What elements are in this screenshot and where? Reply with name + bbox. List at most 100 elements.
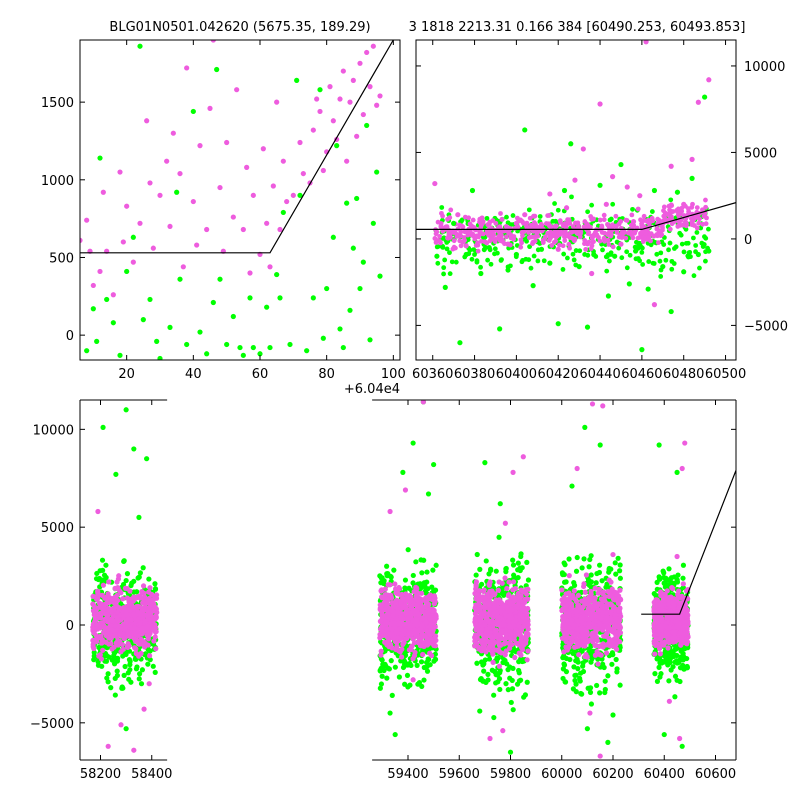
- data-point: [646, 286, 651, 291]
- data-point: [207, 106, 212, 111]
- data-point: [581, 669, 586, 674]
- data-point: [371, 221, 376, 226]
- data-point: [675, 190, 680, 195]
- data-point: [371, 44, 376, 49]
- data-point: [525, 680, 530, 685]
- axis-frame: [80, 40, 400, 360]
- data-point: [570, 635, 575, 640]
- data-point: [131, 594, 136, 599]
- data-point: [104, 627, 109, 632]
- data-point: [157, 193, 162, 198]
- data-point: [689, 157, 694, 162]
- data-point: [568, 593, 573, 598]
- data-point: [642, 214, 647, 219]
- data-point: [598, 643, 603, 648]
- data-point: [357, 286, 362, 291]
- data-point: [251, 193, 256, 198]
- data-point: [237, 345, 242, 350]
- data-point: [504, 215, 509, 220]
- data-point: [112, 661, 117, 666]
- data-point: [407, 598, 412, 603]
- data-point: [514, 641, 519, 646]
- data-point: [379, 629, 384, 634]
- data-point: [510, 678, 515, 683]
- data-point: [141, 591, 146, 596]
- data-point: [297, 140, 302, 145]
- data-point: [511, 562, 516, 567]
- data-point: [564, 613, 569, 618]
- data-point: [487, 601, 492, 606]
- data-point: [421, 677, 426, 682]
- data-point: [97, 155, 102, 160]
- data-point: [474, 584, 479, 589]
- data-point: [475, 260, 480, 265]
- data-point: [497, 664, 502, 669]
- data-point: [589, 217, 594, 222]
- data-point: [435, 238, 440, 243]
- data-point: [408, 623, 413, 628]
- data-point: [154, 596, 159, 601]
- data-point: [481, 669, 486, 674]
- data-point: [331, 235, 336, 240]
- data-point: [583, 601, 588, 606]
- data-point: [488, 625, 493, 630]
- data-point: [589, 271, 594, 276]
- data-point: [577, 248, 582, 253]
- data-point: [146, 576, 151, 581]
- data-point: [509, 615, 514, 620]
- data-point: [149, 618, 154, 623]
- data-point: [520, 625, 525, 630]
- data-point: [599, 616, 604, 621]
- data-point: [514, 221, 519, 226]
- data-point: [380, 674, 385, 679]
- data-point: [403, 603, 408, 608]
- data-point: [490, 589, 495, 594]
- data-point: [111, 320, 116, 325]
- data-point: [497, 579, 502, 584]
- data-point: [241, 353, 246, 358]
- data-point: [573, 237, 578, 242]
- data-point: [111, 605, 116, 610]
- data-point: [147, 180, 152, 185]
- data-point: [424, 620, 429, 625]
- data-point: [582, 238, 587, 243]
- data-point: [516, 668, 521, 673]
- data-point: [639, 250, 644, 255]
- data-point: [141, 607, 146, 612]
- data-point: [447, 233, 452, 238]
- data-point: [436, 220, 441, 225]
- data-point: [490, 668, 495, 673]
- data-point: [442, 258, 447, 263]
- data-point: [570, 230, 575, 235]
- data-point: [381, 600, 386, 605]
- data-point: [604, 202, 609, 207]
- data-point: [131, 235, 136, 240]
- data-point: [194, 242, 199, 247]
- data-point: [403, 577, 408, 582]
- data-point: [503, 566, 508, 571]
- data-point: [491, 715, 496, 720]
- data-point: [567, 657, 572, 662]
- data-point: [106, 579, 111, 584]
- data-point: [524, 587, 529, 592]
- data-point: [294, 78, 299, 83]
- data-point: [566, 625, 571, 630]
- data-point: [314, 96, 319, 101]
- data-point: [486, 571, 491, 576]
- data-point: [138, 570, 143, 575]
- data-point: [669, 259, 674, 264]
- data-point: [695, 230, 700, 235]
- data-point: [399, 654, 404, 659]
- data-point: [475, 243, 480, 248]
- data-point: [509, 236, 514, 241]
- data-point: [485, 258, 490, 263]
- data-point: [592, 599, 597, 604]
- data-point: [552, 233, 557, 238]
- data-point: [377, 93, 382, 98]
- data-point: [509, 700, 514, 705]
- data-point: [311, 127, 316, 132]
- data-point: [131, 260, 136, 265]
- data-point: [434, 563, 439, 568]
- data-point: [561, 243, 566, 248]
- data-point: [146, 636, 151, 641]
